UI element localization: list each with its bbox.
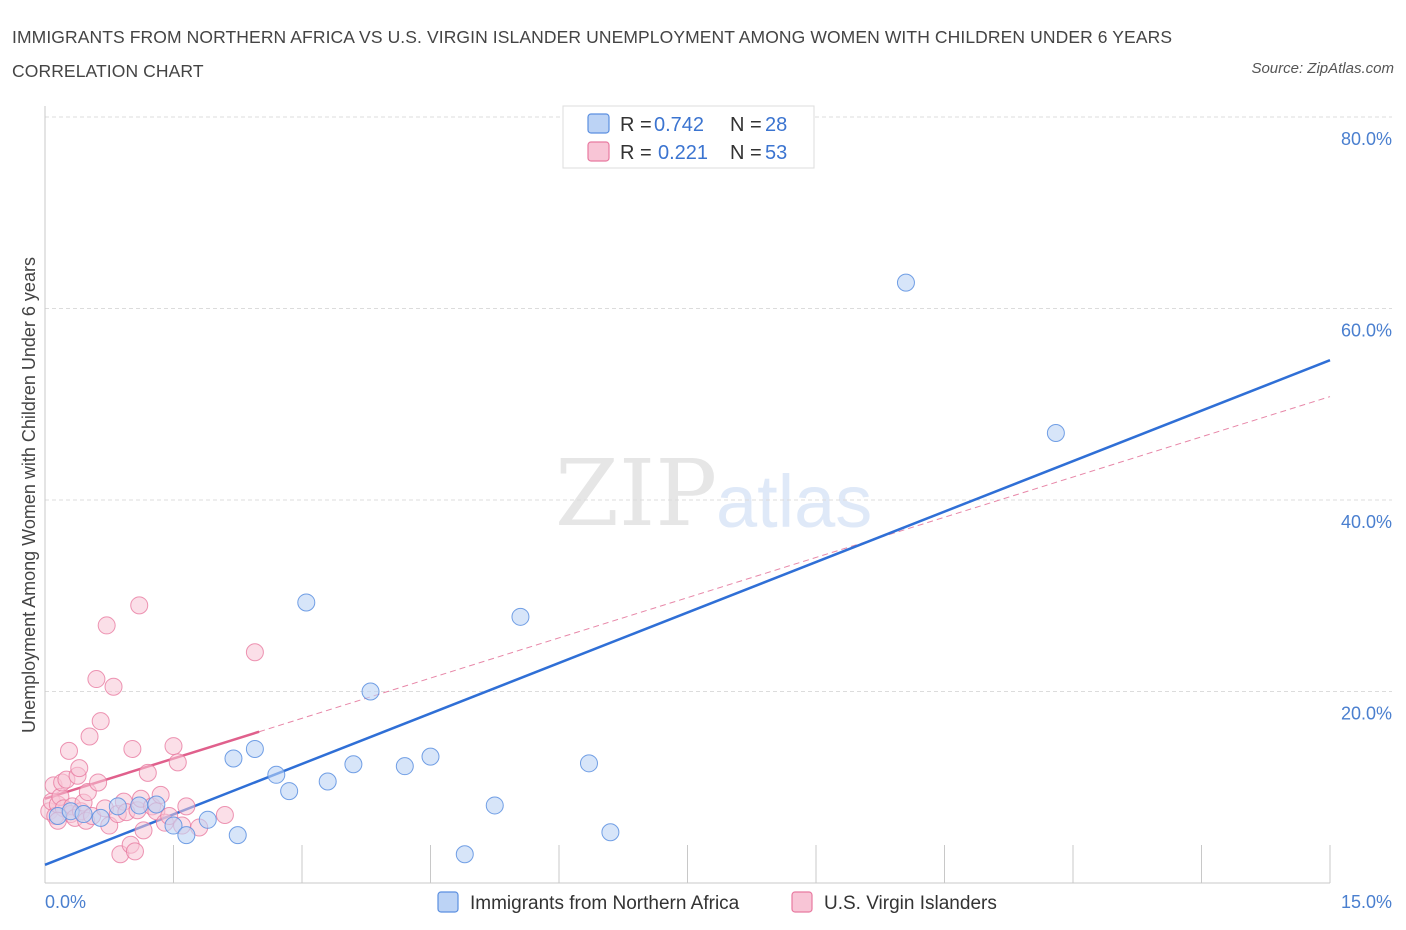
point-virgin-islanders-46	[168, 753, 187, 772]
y-axis-title: Unemployment Among Women with Children U…	[19, 257, 39, 733]
watermark-atlas: atlas	[716, 460, 872, 543]
point-northern-africa-25	[601, 823, 620, 842]
legend-r-value-2: 0.221	[658, 142, 708, 164]
legend-n-value-1: 28	[765, 114, 787, 136]
point-virgin-islanders-45	[164, 737, 183, 756]
point-virgin-islanders-21	[87, 670, 106, 689]
data-points	[40, 273, 1065, 864]
point-virgin-islanders-48	[177, 797, 196, 816]
point-northern-africa-23	[511, 607, 530, 626]
legend-n-value-2: 53	[765, 142, 787, 164]
point-northern-africa-14	[280, 782, 299, 801]
legend-r-value-1: 0.742	[654, 114, 704, 136]
bottom-legend-swatch-blue	[437, 891, 459, 913]
point-virgin-islanders-33	[123, 739, 142, 758]
y-tick-label-20: 20.0%	[1341, 704, 1392, 724]
point-northern-africa-24	[579, 754, 598, 773]
gridlines	[45, 116, 1392, 692]
point-virgin-islanders-27	[104, 677, 123, 696]
point-northern-africa-21	[455, 845, 474, 864]
bottom-legend-swatch-pink	[791, 891, 813, 913]
point-northern-africa-13	[267, 765, 286, 784]
point-virgin-islanders-14	[70, 759, 89, 778]
point-virgin-islanders-22	[89, 773, 108, 792]
point-northern-africa-26	[896, 273, 915, 292]
point-northern-africa-20	[421, 747, 440, 766]
point-northern-africa-10	[224, 749, 243, 768]
legend-r-label-2: R =	[620, 142, 652, 164]
point-northern-africa-12	[245, 739, 264, 758]
point-virgin-islanders-9	[59, 741, 78, 760]
point-virgin-islanders-39	[138, 763, 157, 782]
y-tick-label-40: 40.0%	[1341, 512, 1392, 532]
point-northern-africa-11	[228, 826, 247, 845]
point-northern-africa-5	[130, 796, 149, 815]
point-virgin-islanders-19	[80, 727, 99, 746]
x-tick-label-max: 15.0%	[1341, 892, 1392, 912]
bottom-legend-label-2: U.S. Virgin Islanders	[824, 893, 997, 914]
point-northern-africa-22	[485, 796, 504, 815]
point-northern-africa-17	[361, 682, 380, 701]
point-northern-africa-3	[91, 808, 110, 827]
point-northern-africa-27	[1046, 423, 1065, 442]
point-northern-africa-16	[318, 772, 337, 791]
point-virgin-islanders-34	[125, 842, 144, 861]
legend-n-label-2: N =	[730, 142, 762, 164]
point-virgin-islanders-38	[134, 821, 153, 840]
legend-swatch-pink	[587, 141, 610, 162]
x-tick-label-min: 0.0%	[45, 892, 86, 912]
point-northern-africa-8	[177, 826, 196, 845]
series-legend: Immigrants from Northern Africa U.S. Vir…	[437, 891, 997, 914]
point-virgin-islanders-51	[245, 643, 264, 662]
trendlines	[44, 359, 1331, 866]
point-northern-africa-6	[147, 795, 166, 814]
chart-title: IMMIGRANTS FROM NORTHERN AFRICA VS U.S. …	[12, 27, 1173, 81]
y-tick-label-80: 80.0%	[1341, 129, 1392, 149]
source-label: Source: ZipAtlas.com	[1251, 60, 1394, 77]
trendline-pink-extended	[259, 396, 1331, 733]
point-northern-africa-7	[164, 816, 183, 835]
legend-swatch-blue	[587, 113, 610, 134]
point-northern-africa-18	[344, 755, 363, 774]
trendline-blue	[44, 359, 1331, 866]
y-tick-label-60: 60.0%	[1341, 321, 1392, 341]
point-virgin-islanders-50	[215, 806, 234, 825]
point-northern-africa-2	[74, 805, 93, 824]
point-virgin-islanders-36	[130, 596, 149, 615]
point-northern-africa-19	[395, 757, 414, 776]
watermark-zip: ZIP	[555, 440, 717, 547]
point-virgin-islanders-25	[97, 616, 116, 635]
bottom-legend-label-1: Immigrants from Northern Africa	[470, 893, 740, 914]
point-northern-africa-15	[297, 593, 316, 612]
axes: 20.0% 40.0% 60.0% 80.0%	[44, 106, 1392, 884]
legend-r-label-1: R =	[620, 114, 652, 136]
point-virgin-islanders-23	[91, 712, 110, 731]
point-northern-africa-4	[108, 797, 127, 816]
legend-n-label-1: N =	[730, 114, 762, 136]
point-northern-africa-9	[198, 810, 217, 829]
correlation-legend: R = 0.742 N = 28 R = 0.221 N = 53	[562, 105, 815, 169]
